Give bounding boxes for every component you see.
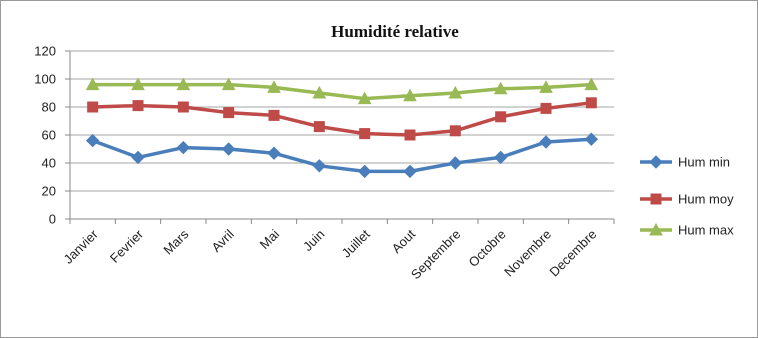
x-tick-label: Juin xyxy=(300,227,327,254)
data-point xyxy=(177,101,189,113)
y-axis-ticks: 0 20 40 60 80 100 120 xyxy=(34,44,56,227)
y-tick-label: 120 xyxy=(34,44,56,59)
axes xyxy=(65,50,615,224)
data-point xyxy=(540,102,552,114)
data-point xyxy=(267,146,281,160)
data-point xyxy=(267,80,281,93)
legend-swatch-marker xyxy=(649,155,663,169)
x-tick-label: Juillet xyxy=(339,226,373,260)
legend-label: Hum min xyxy=(678,155,730,170)
x-tick-label: Mai xyxy=(257,226,282,251)
x-tick-label: Septembre xyxy=(408,227,464,283)
data-point xyxy=(312,159,327,173)
legend: Hum min Hum moy Hum max xyxy=(640,155,734,238)
legend-swatch-marker xyxy=(650,193,662,205)
y-tick-label: 100 xyxy=(34,72,56,87)
legend-entry: Hum min xyxy=(640,155,730,170)
data-point xyxy=(539,135,553,149)
data-point xyxy=(131,77,145,91)
data-point xyxy=(87,101,99,113)
x-tick-label: Janvier xyxy=(61,226,102,267)
y-tick-label: 40 xyxy=(42,156,56,171)
grid-lines xyxy=(70,50,614,192)
y-tick-label: 0 xyxy=(49,212,56,227)
x-tick-label: Decembre xyxy=(546,227,599,280)
legend-swatch-marker xyxy=(649,222,663,236)
data-point xyxy=(312,85,327,99)
data-point xyxy=(221,142,236,156)
data-point xyxy=(403,164,417,179)
data-point xyxy=(404,129,416,141)
data-point xyxy=(176,77,191,91)
legend-label: Hum moy xyxy=(678,192,734,207)
x-tick-label: Aout xyxy=(389,226,419,256)
data-point xyxy=(268,109,280,121)
data-point xyxy=(313,121,325,133)
data-point xyxy=(448,85,463,99)
y-tick-label: 20 xyxy=(42,184,56,199)
series-hum-max xyxy=(85,77,599,105)
data-point xyxy=(357,164,372,179)
chart-title: Humidité relative xyxy=(331,22,459,41)
series-line xyxy=(92,82,592,101)
series-line xyxy=(92,137,592,174)
data-point xyxy=(85,77,100,91)
legend-entry: Hum max xyxy=(640,223,734,238)
series-hum-min xyxy=(85,132,599,179)
y-tick-label: 60 xyxy=(42,128,56,143)
x-tick-label: Fevrier xyxy=(107,226,147,266)
data-point xyxy=(584,77,599,91)
series-line xyxy=(92,101,592,137)
x-tick-label: Octobre xyxy=(465,227,508,270)
x-tick-label: Novembre xyxy=(501,227,554,280)
x-tick-label: Mars xyxy=(160,226,191,257)
data-point xyxy=(357,91,372,105)
series-group xyxy=(85,77,599,179)
data-point xyxy=(449,125,461,137)
data-point xyxy=(584,132,599,146)
data-point xyxy=(223,107,235,119)
data-point xyxy=(493,81,508,95)
data-point xyxy=(359,128,371,140)
x-axis-ticks: Janvier Fevrier Mars Avril Mai Juin Juillet Aou… xyxy=(61,226,600,282)
legend-label: Hum max xyxy=(678,223,734,238)
data-point xyxy=(221,77,236,91)
data-point xyxy=(493,150,508,165)
data-point xyxy=(85,133,100,148)
data-point xyxy=(585,97,597,109)
data-point xyxy=(403,88,417,102)
data-point xyxy=(132,100,144,112)
y-tick-label: 80 xyxy=(42,100,56,115)
data-point xyxy=(539,80,553,93)
data-point xyxy=(448,156,463,170)
data-point xyxy=(176,140,191,155)
data-point xyxy=(495,111,507,123)
legend-entry: Hum moy xyxy=(640,192,734,207)
x-tick-label: Avril xyxy=(208,226,236,254)
series-hum-moy xyxy=(87,97,597,141)
data-point xyxy=(131,150,145,165)
